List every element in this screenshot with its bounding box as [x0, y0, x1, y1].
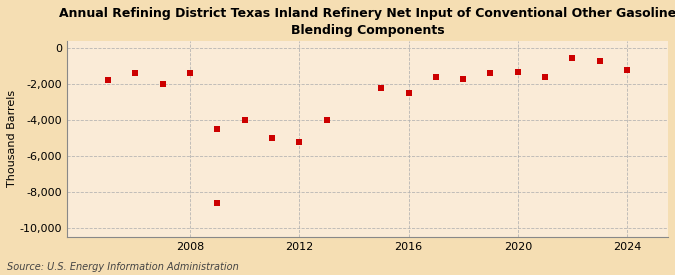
Point	[212, 200, 223, 205]
Point	[540, 75, 551, 79]
Point	[376, 86, 387, 90]
Point	[403, 91, 414, 95]
Title: Annual Refining District Texas Inland Refinery Net Input of Conventional Other G: Annual Refining District Texas Inland Re…	[59, 7, 675, 37]
Y-axis label: Thousand Barrels: Thousand Barrels	[7, 90, 17, 187]
Point	[157, 82, 168, 86]
Point	[458, 76, 468, 81]
Point	[512, 70, 523, 75]
Point	[595, 59, 605, 63]
Point	[103, 77, 113, 82]
Point	[212, 127, 223, 131]
Point	[567, 56, 578, 61]
Point	[130, 71, 141, 75]
Point	[239, 118, 250, 122]
Point	[431, 75, 441, 79]
Point	[321, 118, 332, 122]
Point	[294, 140, 304, 145]
Point	[184, 71, 195, 75]
Point	[622, 67, 632, 72]
Text: Source: U.S. Energy Information Administration: Source: U.S. Energy Information Administ…	[7, 262, 238, 272]
Point	[485, 71, 496, 75]
Point	[267, 136, 277, 140]
